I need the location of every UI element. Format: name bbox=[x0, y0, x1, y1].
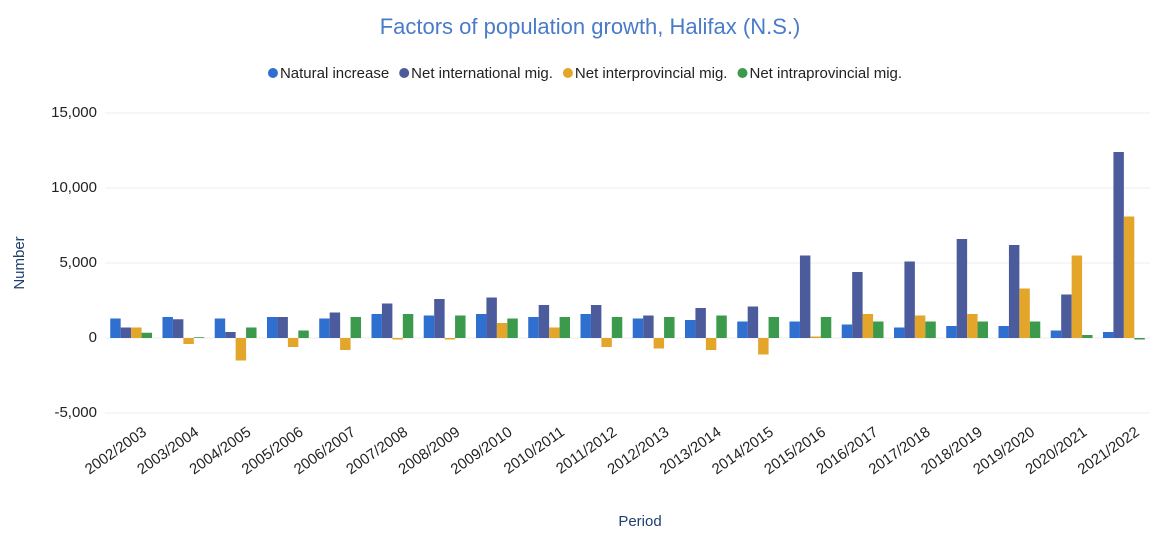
bar bbox=[402, 314, 414, 338]
bar bbox=[1134, 338, 1145, 340]
bar bbox=[841, 324, 853, 338]
bar bbox=[664, 317, 675, 338]
bar bbox=[904, 261, 915, 338]
legend-marker bbox=[562, 68, 573, 78]
bar bbox=[214, 318, 226, 338]
bar bbox=[758, 338, 769, 355]
y-tick-label: 15,000 bbox=[51, 104, 97, 121]
legend: Natural increase Net international mig. Ne… bbox=[267, 65, 902, 82]
bar bbox=[266, 317, 278, 338]
bar bbox=[810, 336, 821, 338]
bar bbox=[277, 317, 288, 338]
bar bbox=[350, 317, 362, 338]
bar bbox=[329, 312, 341, 338]
bar bbox=[768, 317, 780, 338]
bar bbox=[925, 321, 936, 338]
bar bbox=[946, 326, 957, 338]
bar bbox=[475, 314, 487, 338]
bar bbox=[590, 305, 602, 338]
bar bbox=[549, 327, 560, 338]
bar bbox=[601, 338, 612, 347]
legend-marker bbox=[399, 68, 410, 78]
bar bbox=[172, 319, 184, 338]
bar bbox=[862, 314, 874, 338]
bar bbox=[799, 255, 811, 338]
legend-label: Net interprovincial mig. bbox=[575, 65, 728, 82]
y-tick-label: -5,000 bbox=[54, 404, 97, 421]
bar bbox=[580, 314, 591, 338]
bar bbox=[1029, 321, 1041, 338]
y-tick-label: 10,000 bbox=[51, 179, 97, 196]
bar bbox=[1113, 152, 1124, 338]
bar bbox=[434, 299, 445, 338]
bar bbox=[371, 314, 382, 338]
bar bbox=[967, 314, 978, 338]
legend-marker bbox=[267, 68, 278, 78]
bar bbox=[914, 315, 926, 338]
bar bbox=[141, 332, 153, 338]
bar bbox=[392, 338, 403, 340]
bar bbox=[423, 315, 435, 338]
legend-label: Net intraprovincial mig. bbox=[749, 65, 902, 82]
bar bbox=[287, 338, 299, 347]
bar bbox=[1082, 335, 1093, 338]
bar bbox=[507, 318, 518, 338]
bar bbox=[998, 326, 1009, 338]
bar bbox=[538, 305, 550, 338]
y-tick-label: 0 bbox=[89, 329, 97, 346]
bar bbox=[225, 332, 236, 338]
bar bbox=[162, 317, 173, 338]
bar bbox=[486, 297, 497, 338]
bar bbox=[235, 338, 247, 361]
legend-marker bbox=[737, 68, 748, 78]
bar bbox=[1061, 294, 1072, 338]
bar bbox=[444, 338, 456, 340]
bar bbox=[977, 321, 989, 338]
bar bbox=[183, 338, 194, 344]
bar bbox=[298, 330, 309, 338]
x-axis-label: Period bbox=[618, 513, 661, 530]
bar bbox=[789, 321, 800, 338]
chart-title: Factors of population growth, Halifax (N… bbox=[380, 14, 801, 39]
bar bbox=[747, 306, 759, 338]
bar bbox=[1050, 330, 1062, 338]
y-axis-label: Number bbox=[11, 236, 28, 289]
bar bbox=[131, 327, 142, 338]
bar bbox=[1123, 216, 1135, 338]
bar bbox=[852, 272, 863, 338]
bar bbox=[716, 315, 727, 338]
bar bbox=[1019, 288, 1030, 338]
bar bbox=[381, 303, 393, 338]
bar bbox=[705, 338, 717, 350]
bar bbox=[653, 338, 665, 349]
bar bbox=[632, 318, 644, 338]
bar bbox=[737, 321, 748, 338]
bar bbox=[820, 317, 832, 338]
bar bbox=[684, 320, 696, 338]
bar bbox=[110, 318, 121, 338]
bar bbox=[1008, 245, 1020, 338]
bar bbox=[340, 338, 351, 350]
bar bbox=[1071, 255, 1083, 338]
bar bbox=[1102, 332, 1114, 338]
bar bbox=[246, 327, 257, 338]
bar bbox=[893, 327, 905, 338]
bar bbox=[120, 327, 132, 338]
bar bbox=[695, 308, 706, 338]
bar bbox=[319, 318, 330, 338]
bar bbox=[455, 315, 466, 338]
bar bbox=[956, 239, 968, 338]
bar bbox=[643, 315, 654, 338]
bar bbox=[873, 321, 884, 338]
legend-label: Natural increase bbox=[280, 65, 389, 82]
bar bbox=[611, 317, 623, 338]
bar bbox=[193, 337, 205, 338]
bar bbox=[528, 317, 539, 338]
legend-label: Net international mig. bbox=[411, 65, 553, 82]
y-tick-label: 5,000 bbox=[59, 254, 97, 271]
bar bbox=[496, 323, 508, 338]
bar bbox=[559, 317, 571, 338]
